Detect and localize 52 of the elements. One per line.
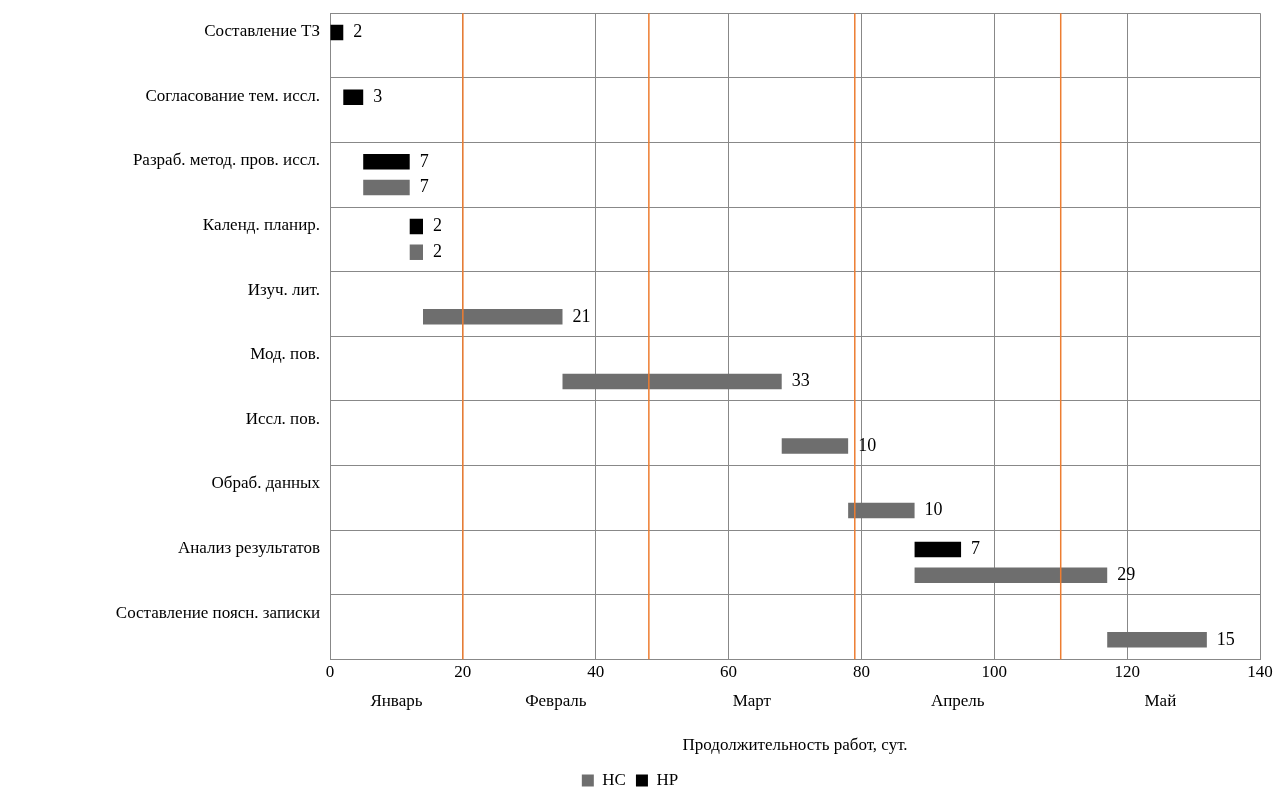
data-label: 3	[373, 85, 383, 106]
bar	[409, 218, 423, 235]
y-tick-label: Составление ТЗ	[204, 21, 320, 41]
data-label: 29	[1117, 563, 1136, 584]
text: Апрель	[930, 691, 985, 711]
bar	[409, 244, 423, 260]
text: Февраль	[525, 691, 587, 711]
y-tick-label: Мод. пов.	[250, 344, 320, 364]
data-label: 10	[858, 434, 877, 455]
x-tick-label: 140	[1247, 661, 1273, 681]
text: Март	[732, 691, 772, 711]
y-tick-label: Календ. планир.	[202, 214, 320, 234]
legend-label: НР	[656, 769, 679, 789]
x-tick-label: 0	[325, 661, 335, 681]
bar	[363, 179, 410, 196]
x-tick-label: 40	[587, 661, 605, 681]
bar	[914, 567, 1108, 583]
bar	[330, 24, 344, 41]
y-tick-label: Согласование тем. иссл.	[145, 85, 320, 105]
data-label: 7	[419, 176, 429, 197]
x-tick-label: 100	[981, 661, 1008, 681]
bar	[343, 89, 364, 105]
x-axis-title: Продолжительность работ, сут.	[682, 735, 908, 755]
bar	[562, 373, 782, 390]
x-tick-label: 120	[1114, 661, 1140, 681]
legend-label: НС	[602, 769, 626, 789]
bar	[914, 541, 962, 558]
data-label: 7	[419, 150, 429, 171]
x-tick-label: 60	[720, 661, 738, 681]
data-label: 10	[924, 499, 943, 520]
data-label: 2	[433, 215, 442, 236]
data-label: 21	[572, 305, 591, 326]
bar	[1107, 632, 1207, 648]
data-label: 33	[791, 370, 810, 391]
text: Январь	[370, 691, 423, 711]
data-label: 2	[353, 21, 363, 42]
text: Май	[1144, 691, 1177, 711]
y-tick-label: Изуч. лит.	[247, 279, 320, 299]
x-tick-label: 80	[852, 661, 870, 681]
x-tick-label: 20	[454, 661, 472, 681]
y-tick-label: Разраб. метод. пров. иссл.	[132, 150, 320, 170]
y-tick-label: Анализ результатов	[177, 537, 320, 557]
y-tick-label: Составление поясн. записки	[115, 602, 320, 622]
data-label: 2	[433, 240, 442, 261]
bar	[363, 154, 410, 170]
bar	[848, 502, 915, 519]
y-tick-label: Обраб. данных	[211, 473, 321, 493]
data-label: 15	[1216, 628, 1235, 649]
bar	[423, 309, 563, 325]
y-tick-label: Иссл. пов.	[245, 408, 320, 428]
data-label: 7	[971, 538, 981, 559]
bar	[781, 438, 849, 454]
